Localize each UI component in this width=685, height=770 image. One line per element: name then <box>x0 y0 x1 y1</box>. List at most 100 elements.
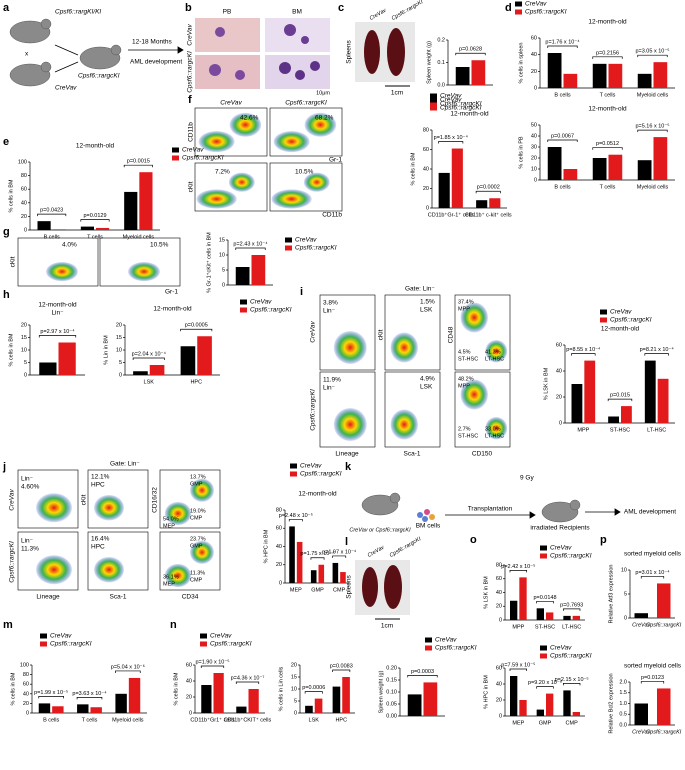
x-tick-label: Myeloid cells <box>637 184 669 190</box>
y-tick-label: 100 <box>18 159 27 165</box>
p-value: p=0.0512 <box>596 141 619 147</box>
p-value: p=0.0423 <box>40 208 63 214</box>
chart-subtitle: Lin⁻ <box>51 310 64 317</box>
p-bracket <box>562 608 581 611</box>
label: HPC <box>91 482 105 489</box>
chart-title: 12-month-old <box>601 326 640 333</box>
label: GMP <box>190 543 203 549</box>
y-tick-label: 20 <box>496 697 502 703</box>
density-blob <box>228 172 255 192</box>
bar <box>653 62 668 88</box>
bar <box>37 221 51 230</box>
bar <box>608 154 623 180</box>
label: AML development <box>130 59 182 66</box>
bar <box>90 707 102 713</box>
p-value: p=2.42 x 10⁻⁵ <box>501 563 535 570</box>
bar <box>248 689 259 713</box>
bar <box>536 709 544 716</box>
y-tick-label: 60 <box>186 662 192 668</box>
x-tick-label: B cells <box>43 717 59 723</box>
legend-label: Cpsf6::rargcKI <box>610 317 652 324</box>
legend-label: CreVav <box>440 93 462 100</box>
y-tick-label: 40 <box>496 681 502 687</box>
bar <box>608 416 619 423</box>
label: 9 Gy <box>520 475 534 482</box>
p-value: p=2.43 x 10⁻⁴ <box>233 240 268 247</box>
y-tick-label: 0.20 <box>386 665 397 671</box>
label: Lineage <box>36 594 60 601</box>
label: CD150 <box>472 451 493 458</box>
y-axis-label: % LSK in BM <box>483 576 489 609</box>
density-blob <box>485 340 508 363</box>
legend-swatch <box>40 633 47 639</box>
y-tick-label: 0 <box>294 710 297 716</box>
chart-title: sorted myeloid cells <box>624 551 682 558</box>
label: LT-HSC <box>485 433 504 439</box>
p-value: p=0.0006 <box>302 685 325 691</box>
bar <box>572 712 580 716</box>
p-bracket <box>562 683 581 686</box>
chart-title: 12-month-old <box>298 491 337 498</box>
label: CMP <box>190 577 203 583</box>
bar <box>657 583 671 618</box>
y-tick-label: 5 <box>222 267 225 273</box>
y-tick-label: 0 <box>426 205 429 211</box>
bar <box>471 60 486 85</box>
legend-label: Cpsf6::rargcKI <box>525 9 567 16</box>
y-tick-label: 50 <box>531 122 537 128</box>
bar <box>546 693 554 716</box>
panel-letter: g <box>3 226 10 238</box>
density-blob <box>36 493 72 523</box>
bar <box>657 378 669 423</box>
bar <box>407 694 422 716</box>
y-tick-label: 80 <box>423 127 429 133</box>
panel-letter: k <box>345 461 352 473</box>
p-bracket <box>38 335 77 338</box>
density-blob <box>460 379 488 410</box>
x-tick-label: Myeloid cells <box>112 717 144 723</box>
y-tick-label: 60 <box>21 187 27 193</box>
label: BM <box>292 9 302 16</box>
label: 16.4% <box>91 536 110 543</box>
y-tick-label: 15 <box>219 237 225 243</box>
x-tick-label: B cells <box>44 234 60 240</box>
p-value: p=1.97 x 10⁻⁴ <box>322 548 357 555</box>
bar <box>251 255 266 285</box>
chart-title: 12-month-old <box>450 111 489 118</box>
p-value: p=8.55 x 10⁻⁴ <box>566 346 601 353</box>
label: LSK <box>420 307 433 314</box>
legend-label: CreVav <box>525 1 547 8</box>
panel-letter: n <box>170 619 177 631</box>
bar <box>342 677 350 713</box>
y-tick-label: 100 <box>20 662 29 668</box>
panel-letter: i <box>300 286 303 298</box>
p-value: p=2.04 x 10⁻⁴ <box>132 350 167 357</box>
y-tick-label: 40 <box>276 544 282 550</box>
p-bracket <box>123 164 153 168</box>
y-tick-label: 40 <box>21 200 27 206</box>
x-tick-label: T cells <box>600 92 616 98</box>
bar <box>563 73 578 88</box>
label: Spleens <box>346 575 353 599</box>
y-tick-label: 10 <box>621 567 627 573</box>
y-tick-label: 60 <box>423 147 429 153</box>
chart-title: 12-month-old <box>153 306 192 313</box>
density-blob <box>46 262 78 282</box>
y-tick-label: 0.15 <box>386 677 397 683</box>
p-value: p=1.75 x 10⁻⁴ <box>300 550 335 557</box>
y-tick-label: 5 <box>119 360 122 366</box>
label: Cpsf6::rargcKI <box>285 100 327 107</box>
label: 4.5% <box>458 349 471 355</box>
legend-swatch <box>290 471 297 477</box>
legend-label: CreVav <box>182 147 204 154</box>
bar <box>289 526 295 583</box>
bar <box>510 600 518 620</box>
y-axis-label: % cells in BM <box>8 179 14 212</box>
y-axis-label: Relative Atf3 expression <box>608 564 614 623</box>
x-tick-label: HPC <box>335 717 347 723</box>
bar <box>438 172 450 208</box>
label: CD48 <box>448 326 455 343</box>
p-value: p=0.0003 <box>411 669 434 675</box>
panel-letter: c <box>338 2 344 14</box>
